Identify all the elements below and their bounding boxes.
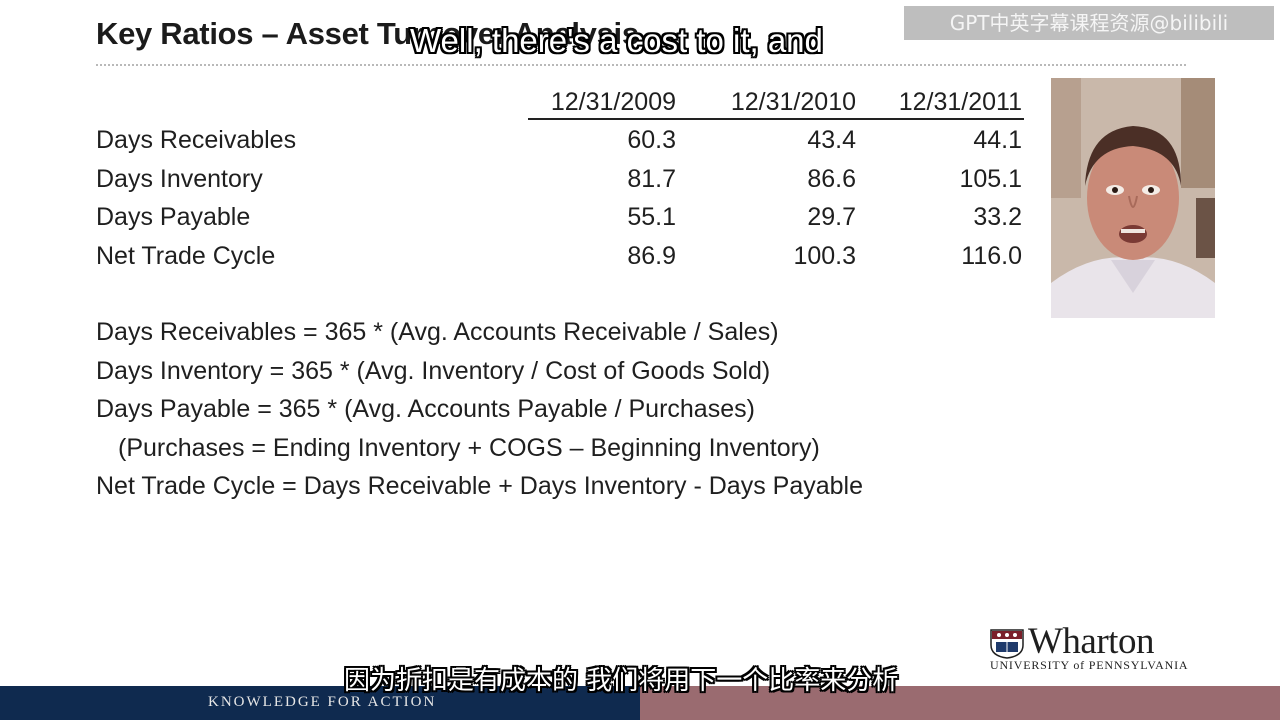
cell-value: 43.4 [807,126,856,154]
cell-value: 86.6 [807,165,856,193]
table-row: Net Trade Cycle 86.9 100.3 116.0 [96,242,1026,280]
penn-shield-icon [990,629,1024,659]
cell-value: 29.7 [807,203,856,231]
wharton-logo-text: Wharton [1028,621,1154,662]
speaker-portrait [1051,78,1215,318]
column-header-2010: 12/31/2010 [730,88,856,116]
footer-tagline: KNOWLEDGE FOR ACTION [208,694,437,710]
cell-value: 86.9 [627,242,676,270]
subtitle-chinese: 因为折扣是有成本的 我们将用下一个比率来分析 [344,666,899,696]
cell-value: 116.0 [961,242,1022,270]
title-divider [96,64,1186,66]
table-row: Days Payable 55.1 29.7 33.2 [96,203,1026,241]
column-header-2011: 12/31/2011 [898,88,1022,116]
cell-value: 81.7 [627,165,676,193]
table-row: Days Inventory 81.7 86.6 105.1 [96,165,1026,203]
watermark: GPT中英字幕课程资源@bilibili [904,6,1274,40]
column-header-2009: 12/31/2009 [550,88,676,116]
row-label: Days Receivables [96,126,297,154]
slide-title: Key Ratios – Asset Turnover Analysis [96,16,639,51]
formula-net-trade-cycle: Net Trade Cycle = Days Receivable + Days… [96,472,864,500]
university-name: UNIVERSITY of PENNSYLVANIA [990,658,1189,672]
formula-purchases: (Purchases = Ending Inventory + COGS – B… [118,434,820,462]
cell-value: 44.1 [973,126,1022,154]
footer-bar [0,686,640,720]
cell-value: 60.3 [627,126,676,154]
table-row: Days Receivables 60.3 43.4 44.1 [96,126,1026,164]
speaker-video [1051,78,1215,318]
cell-value: 105.1 [959,165,1022,193]
table-header: 12/31/2009 12/31/2010 12/31/2011 [528,88,1024,120]
formula-days-inventory: Days Inventory = 365 * (Avg. Inventory /… [96,357,771,385]
subtitle-english: Well, there's a cost to it, and [410,22,823,59]
footer-bar-accent [640,686,1280,720]
row-label: Net Trade Cycle [96,242,276,270]
cell-value: 33.2 [973,203,1022,231]
formula-days-receivables: Days Receivables = 365 * (Avg. Accounts … [96,318,779,346]
row-label: Days Inventory [96,165,263,193]
formula-days-payable: Days Payable = 365 * (Avg. Accounts Paya… [96,395,755,423]
cell-value: 100.3 [793,242,856,270]
row-label: Days Payable [96,203,251,231]
cell-value: 55.1 [627,203,676,231]
